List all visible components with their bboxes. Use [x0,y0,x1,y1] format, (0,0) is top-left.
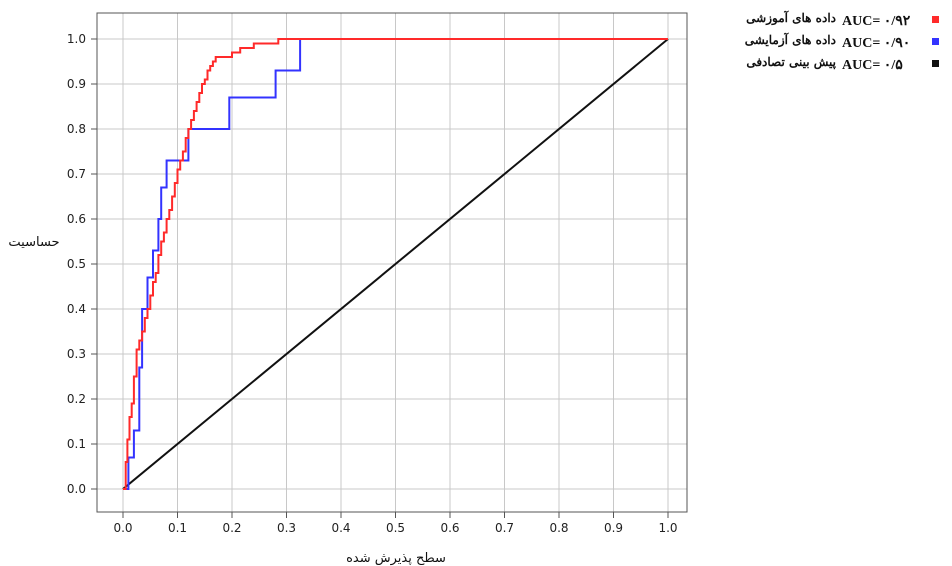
y-tick-label: 0.9 [67,77,86,91]
y-tick-label: 0.6 [67,212,86,226]
ticks: 0.0 0.1 0.2 0.3 0.4 0.5 0.6 0.7 0.8 0.9 1.0 0.0 0.1 0… [67,32,678,535]
x-tick-label: 0.0 [113,521,132,535]
x-tick-label: 1.0 [658,521,677,535]
legend-item-test: داده های آزمایشی AUC= ۰/۹۰ [722,30,948,52]
x-tick-label: 0.2 [222,521,241,535]
y-tick-label: 0.3 [67,347,86,361]
y-tick-label: 0.1 [67,437,86,451]
x-tick-label: 0.4 [331,521,350,535]
y-tick-label: 0.4 [67,302,86,316]
x-tick-label: 0.5 [386,521,405,535]
x-tick-label: 0.1 [168,521,187,535]
legend-label: پیش بینی تصادفی [746,55,836,69]
y-tick-label: 0.0 [67,482,86,496]
x-tick-label: 0.7 [495,521,514,535]
legend-auc: AUC= ۰/۹۲ [842,14,911,29]
x-axis-label: سطح پذیرش شده [346,551,446,566]
legend: داده های آموزشی AUC= ۰/۹۲ داده های آزمای… [722,8,948,74]
x-tick-label: 0.8 [549,521,568,535]
plot-frame [96,12,688,513]
series-group [122,38,669,490]
x-tick-label: 0.6 [440,521,459,535]
y-tick-label: 0.2 [67,392,86,406]
legend-auc: AUC= ۰/۹۰ [842,36,911,51]
y-tick-label: 0.8 [67,122,86,136]
legend-swatch [932,16,939,23]
legend-label: داده های آموزشی [746,11,836,25]
random-roc-line [122,38,669,490]
y-tick-label: 0.7 [67,167,86,181]
legend-swatch [932,60,939,67]
y-axis-label: حساسیت [8,235,59,250]
x-tick-label: 0.9 [604,521,623,535]
y-tick-label: 1.0 [67,32,86,46]
legend-swatch [932,38,939,45]
training-roc-line [123,38,668,490]
legend-item-random: پیش بینی تصادفی AUC= ۰/۵ [722,52,948,74]
y-tick-label: 0.5 [67,257,86,271]
x-tick-label: 0.3 [277,521,296,535]
test-roc-line [123,38,668,490]
legend-auc: AUC= ۰/۵ [842,58,903,73]
legend-item-training: داده های آموزشی AUC= ۰/۹۲ [722,8,948,30]
legend-label: داده های آزمایشی [744,33,836,47]
